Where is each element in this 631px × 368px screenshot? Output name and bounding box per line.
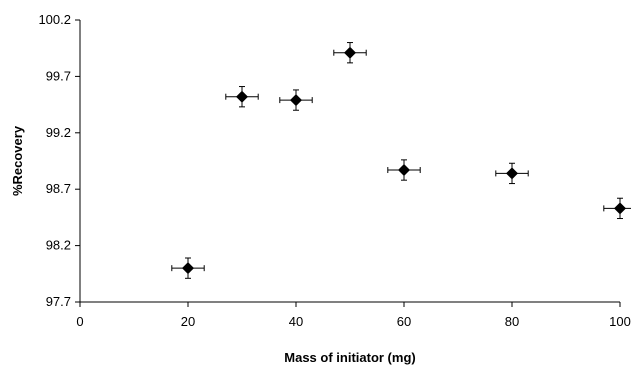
diamond-marker [344,46,356,59]
y-tick-label: 99.7 [46,68,71,83]
data-points [171,42,631,279]
data-point [225,86,259,108]
y-tick-label: 98.2 [46,238,71,253]
data-point [495,162,529,185]
data-point [171,257,205,279]
y-tick-label: 97.7 [46,294,71,309]
data-point [387,159,421,181]
data-point [333,42,367,64]
diamond-marker [290,94,302,107]
y-ticks: 97.7 98.2 98.7 99.2 99.7 100.2 [38,12,80,309]
diamond-marker [236,90,248,103]
x-tick-label: 80 [505,314,519,329]
x-tick-label: 20 [181,314,195,329]
data-point [603,197,631,220]
x-tick-label: 0 [76,314,83,329]
x-tick-label: 100 [609,314,631,329]
x-ticks: 0 20 40 60 80 100 [76,302,631,329]
y-axis-title: %Recovery [10,125,25,196]
diamond-marker [182,262,194,275]
y-tick-label: 100.2 [38,12,71,27]
y-tick-label: 99.2 [46,125,71,140]
y-tick-label: 98.7 [46,181,71,196]
x-tick-label: 40 [289,314,303,329]
data-point [279,89,313,111]
diamond-marker [398,164,410,177]
diamond-marker [614,202,626,215]
diamond-marker [506,167,518,180]
x-tick-label: 60 [397,314,411,329]
x-axis-title: Mass of initiator (mg) [284,350,415,365]
